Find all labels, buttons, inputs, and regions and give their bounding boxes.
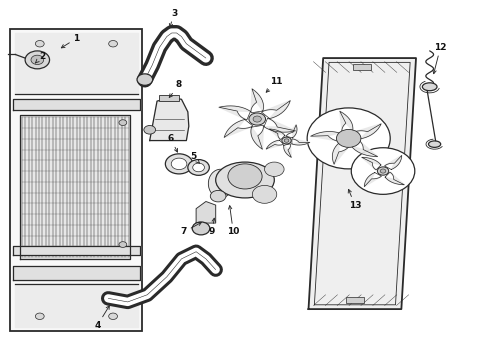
Circle shape — [282, 137, 291, 144]
Ellipse shape — [208, 169, 233, 198]
Polygon shape — [251, 125, 264, 149]
Text: 3: 3 — [170, 9, 177, 27]
Polygon shape — [264, 118, 295, 132]
Circle shape — [119, 242, 127, 247]
Polygon shape — [332, 143, 350, 164]
Polygon shape — [262, 100, 290, 118]
Circle shape — [171, 158, 187, 170]
Bar — [10, 30, 143, 330]
Circle shape — [165, 154, 193, 174]
Polygon shape — [353, 124, 381, 139]
Polygon shape — [309, 58, 416, 309]
Text: 8: 8 — [169, 81, 182, 98]
Text: 10: 10 — [227, 206, 240, 237]
Bar — [353, 64, 371, 70]
Circle shape — [109, 313, 118, 319]
Polygon shape — [15, 33, 138, 94]
Circle shape — [119, 120, 127, 126]
Polygon shape — [251, 89, 264, 113]
Polygon shape — [20, 116, 130, 259]
Bar — [159, 95, 179, 101]
Circle shape — [337, 130, 361, 147]
Text: 4: 4 — [94, 306, 109, 330]
Circle shape — [253, 116, 261, 122]
Circle shape — [35, 313, 44, 319]
Polygon shape — [362, 157, 381, 170]
Polygon shape — [385, 156, 402, 170]
Circle shape — [25, 51, 49, 69]
Polygon shape — [13, 266, 140, 280]
Polygon shape — [224, 120, 253, 138]
Polygon shape — [13, 246, 140, 255]
Circle shape — [351, 148, 415, 194]
Circle shape — [31, 55, 44, 64]
Text: 2: 2 — [35, 52, 46, 63]
Circle shape — [252, 185, 277, 203]
Polygon shape — [219, 106, 250, 120]
Polygon shape — [385, 172, 404, 185]
Text: 1: 1 — [61, 34, 79, 48]
Polygon shape — [352, 140, 378, 157]
Circle shape — [137, 74, 153, 85]
Text: 9: 9 — [209, 218, 215, 237]
Polygon shape — [269, 129, 285, 140]
Text: 7: 7 — [181, 222, 201, 237]
Ellipse shape — [422, 83, 437, 91]
Circle shape — [307, 108, 390, 169]
Circle shape — [192, 222, 210, 235]
Circle shape — [265, 162, 284, 176]
Bar — [346, 297, 364, 303]
Text: 13: 13 — [348, 189, 361, 210]
Circle shape — [144, 126, 156, 134]
Polygon shape — [13, 99, 140, 110]
Polygon shape — [284, 144, 292, 157]
Circle shape — [345, 136, 352, 141]
Text: 5: 5 — [190, 152, 199, 163]
Circle shape — [193, 163, 204, 172]
Polygon shape — [292, 139, 310, 145]
Circle shape — [188, 159, 209, 175]
Circle shape — [380, 169, 386, 173]
Ellipse shape — [428, 141, 441, 147]
Circle shape — [109, 41, 118, 47]
Circle shape — [249, 113, 266, 125]
Polygon shape — [286, 125, 297, 138]
Circle shape — [35, 41, 44, 47]
Ellipse shape — [216, 162, 274, 198]
Circle shape — [284, 139, 289, 142]
Circle shape — [228, 164, 262, 189]
Polygon shape — [340, 111, 353, 133]
Circle shape — [341, 133, 356, 144]
Circle shape — [377, 167, 389, 175]
Circle shape — [210, 190, 226, 202]
Polygon shape — [150, 98, 189, 140]
Polygon shape — [266, 140, 284, 149]
Text: 11: 11 — [266, 77, 283, 92]
Polygon shape — [365, 172, 382, 187]
Polygon shape — [15, 284, 138, 327]
Text: 12: 12 — [433, 43, 447, 74]
Text: 6: 6 — [168, 134, 177, 152]
Polygon shape — [196, 202, 216, 223]
Polygon shape — [311, 131, 340, 141]
